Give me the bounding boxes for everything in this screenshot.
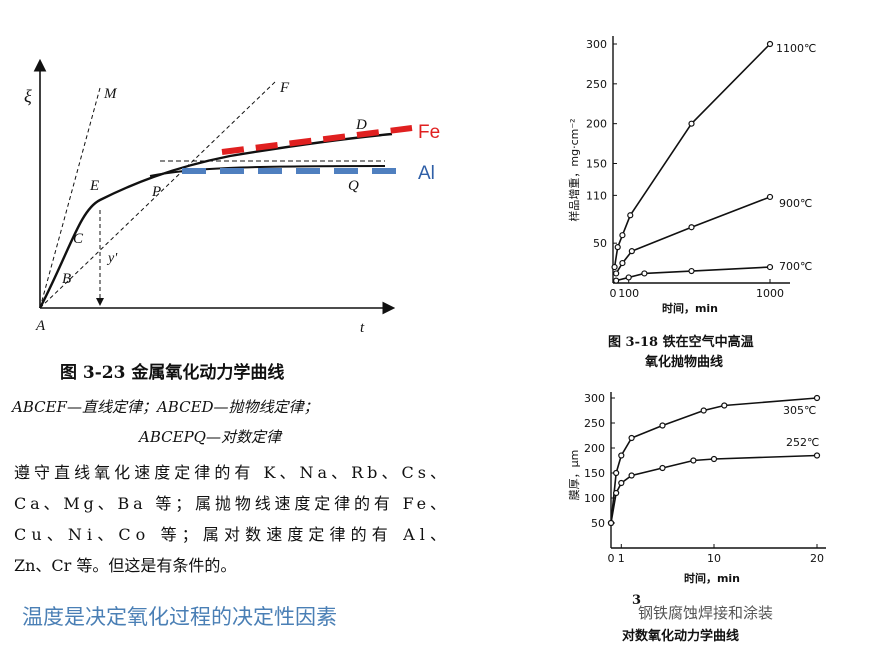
data-point [618,479,625,487]
y-tick-label: 250 [584,417,605,430]
x-axis-label: 时间，min [662,301,718,315]
data-point [766,263,774,271]
data-point [613,489,620,497]
x-axis-label: 时间，min [684,571,740,585]
y-tick-label: 50 [591,517,605,530]
x-tick-label: 0 [608,552,615,565]
label: y' [106,251,118,266]
data-point [710,455,718,463]
x-tick-label: 1000 [756,287,784,300]
y-tick-label: 250 [586,78,607,91]
data-point [690,457,697,464]
data-point [700,407,707,414]
series-line [610,454,818,524]
series-label: 1100℃ [776,42,816,55]
linear-line [39,81,276,309]
fe-line [221,125,413,155]
label: Al [418,163,435,184]
label: t [360,320,365,336]
series-line [613,43,771,268]
caption: 图 3-18 铁在空气中高温 [608,334,754,350]
data-point [659,422,666,429]
data-point [766,40,774,48]
x-tick-label: 0 [610,287,617,300]
label: B [62,271,71,287]
x-tick-label: 100 [618,287,639,300]
caption: 3 [632,593,641,608]
label: M [103,86,118,102]
y-tick-label: 300 [586,38,607,51]
y-tick-label: 110 [586,189,607,202]
label: F [279,80,290,96]
data-point [619,259,626,267]
y-tick-label: 200 [586,118,607,131]
data-point [627,212,634,219]
series-label: 252℃ [786,436,819,449]
label: P [151,184,161,200]
label: D [355,117,367,133]
label: Fe [418,122,440,143]
label: A [35,318,46,334]
body-line: Ca、Mg、Ba 等；属抛物线速度定律的有 Fe、 [14,494,446,513]
y-tick-label: 100 [584,492,605,505]
data-point [619,232,626,239]
parabolic-curve [38,132,393,309]
data-point [766,193,774,201]
data-point [813,394,821,402]
body-line: 遵守直线氧化速度定律的有 K、Na、Rb、Cs、 [14,463,446,482]
data-point [628,472,635,479]
data-point [607,519,615,527]
y-tick-label: 150 [584,467,605,480]
watermark: 钢铁腐蚀焊接和涂装 [638,604,773,622]
caption: 氧化抛物曲线 [644,354,723,370]
label: Q [348,178,359,194]
caption: 对数氧化动力学曲线 [622,628,739,644]
x-tick-label: 20 [810,552,824,565]
legend-line: ABCEPQ—对数定律 [137,428,283,446]
data-point [721,402,728,409]
legend-line: ABCEF—直线定律；ABCED—抛物线定律； [10,398,319,416]
x-tick-label: 1 [618,552,625,565]
data-point [614,244,621,251]
data-point [628,248,635,255]
data-point [659,464,666,472]
y-axis-label: 样品增重，mg·cm⁻² [567,118,581,221]
y-axis-label: 膜厚，μm [568,450,581,501]
kinetics-schematic: ξ M F D E P Q C B A t y' Fe Al [24,58,440,336]
y-tick-label: 150 [586,158,607,171]
linear-line [39,87,101,309]
data-point [641,270,648,277]
label: C [73,231,84,247]
data-point [613,277,620,284]
y-tick-label: 300 [584,392,605,405]
series-label: 700℃ [779,260,812,273]
y-tick-label: 50 [593,237,607,250]
data-point [688,120,695,127]
body-line: Cu、Ni、Co 等；属对数速度定律的有 Al、 [14,525,446,544]
caption: 图 3-23 金属氧化动力学曲线 [60,362,284,383]
data-point [611,263,618,271]
data-point [628,434,635,442]
data-point [688,224,695,231]
data-point [613,270,620,277]
series-label: 900℃ [779,197,812,210]
y-tick-label: 200 [584,442,605,455]
body-line: Zn、Cr 等。但这是有条件的。 [14,556,236,575]
footer: 温度是决定氧化过程的决定性因素 [22,605,337,629]
series-label: 305℃ [783,404,816,417]
x-tick-label: 10 [707,552,721,565]
data-point [813,452,821,459]
label: E [89,178,99,194]
data-point [613,469,620,477]
data-point [618,452,625,459]
data-point [688,267,695,275]
series-line [615,196,771,274]
data-point [625,274,632,281]
label: ξ [24,86,32,106]
